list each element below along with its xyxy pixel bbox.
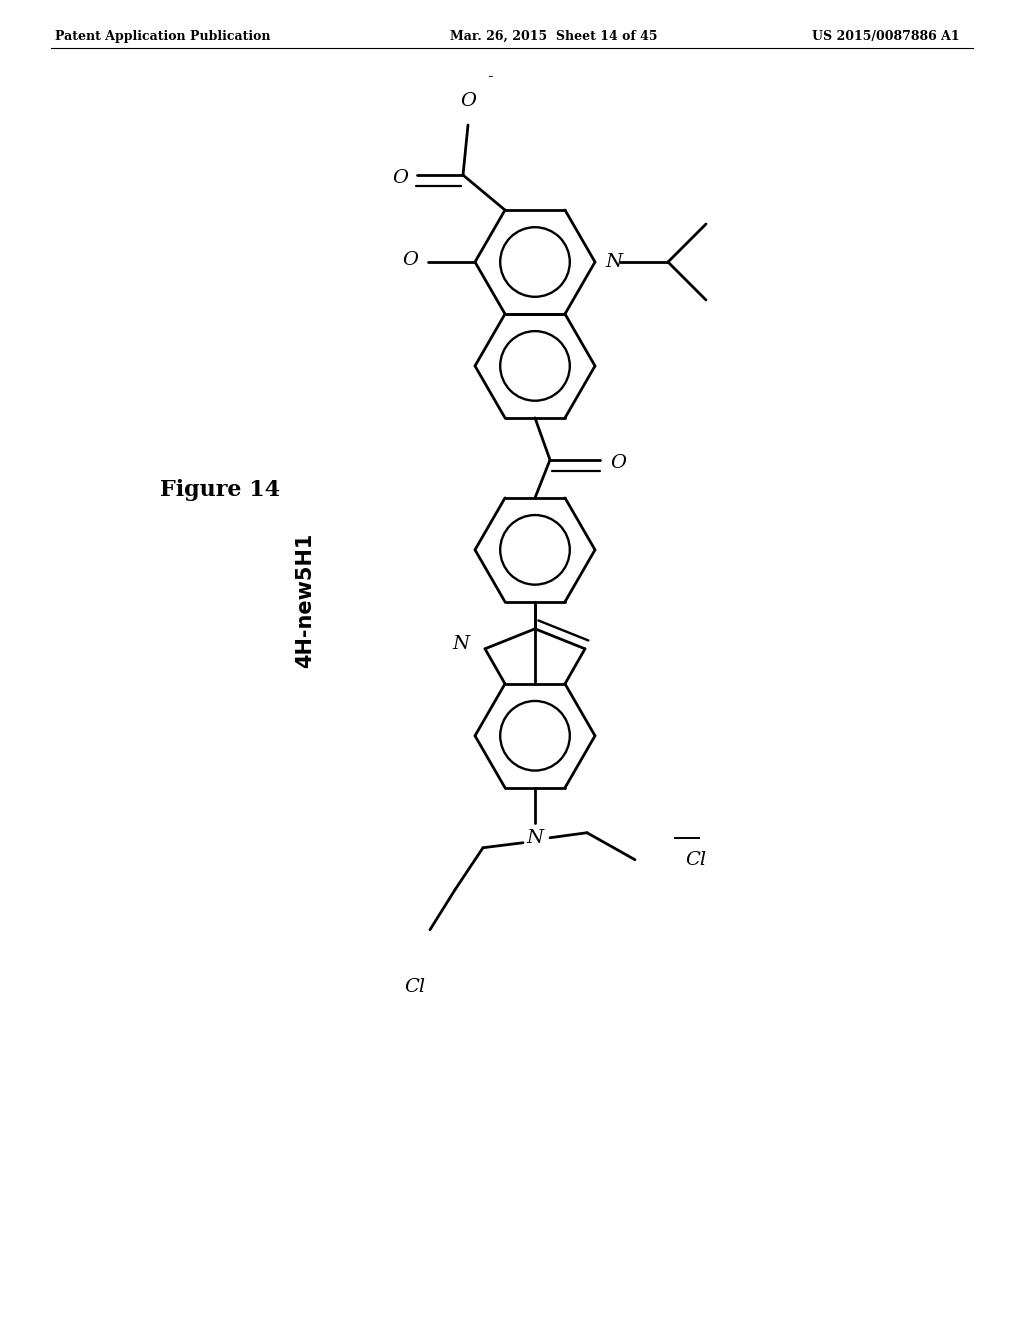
Text: N: N [526, 829, 544, 846]
Text: -: - [487, 69, 493, 84]
Text: O: O [402, 251, 418, 269]
Text: Figure 14: Figure 14 [160, 479, 281, 502]
Text: US 2015/0087886 A1: US 2015/0087886 A1 [812, 30, 961, 44]
Text: N: N [605, 253, 623, 271]
Text: Mar. 26, 2015  Sheet 14 of 45: Mar. 26, 2015 Sheet 14 of 45 [450, 30, 657, 44]
Text: Patent Application Publication: Patent Application Publication [55, 30, 270, 44]
Text: Cl: Cl [685, 850, 707, 869]
Text: O: O [392, 169, 408, 187]
Text: Cl: Cl [404, 978, 426, 995]
Text: O: O [460, 92, 476, 110]
Text: O: O [610, 454, 626, 471]
Text: N: N [453, 635, 470, 653]
Text: 4H-new5H1: 4H-new5H1 [295, 532, 315, 668]
